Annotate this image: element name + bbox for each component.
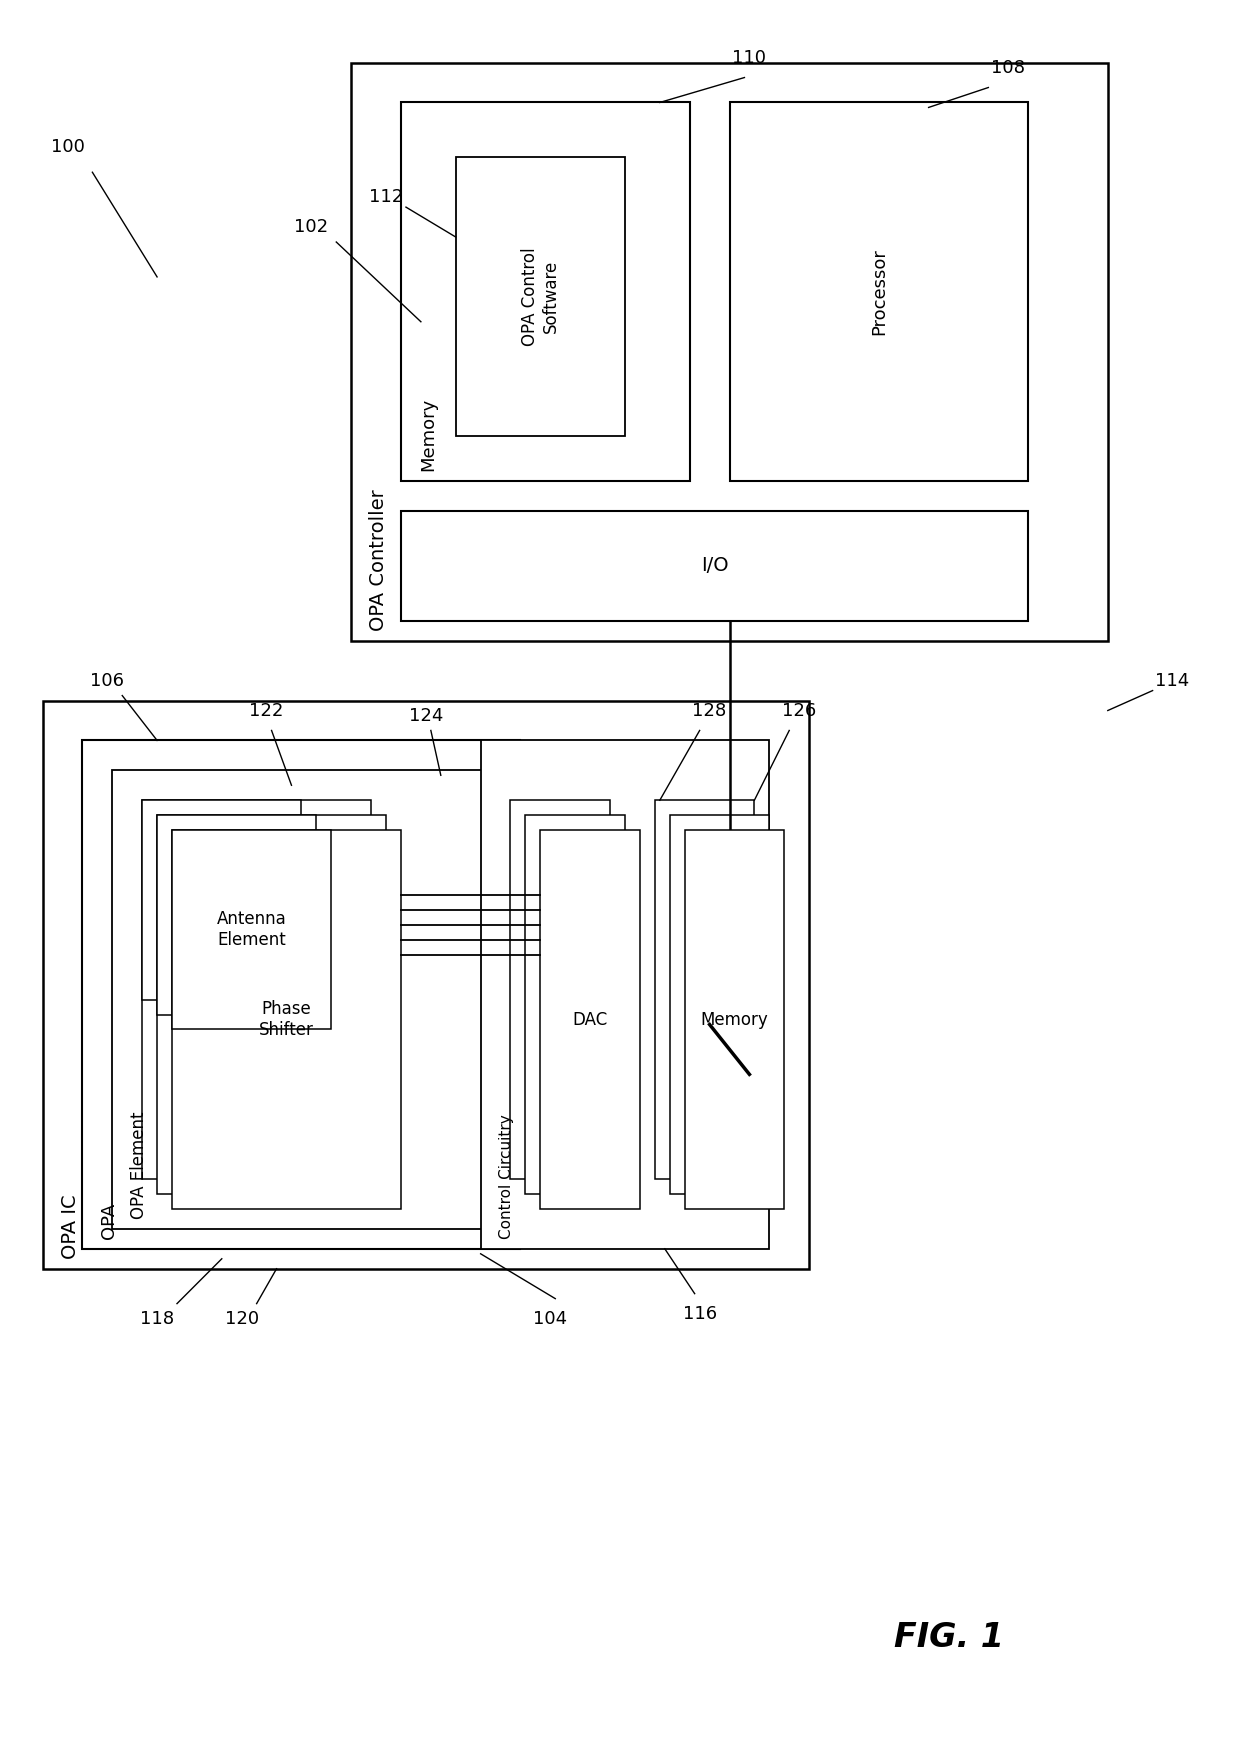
Bar (82, 740, 521, 1249)
Text: 108: 108 (991, 59, 1025, 77)
Bar (456, 157, 625, 436)
Text: DAC: DAC (573, 1010, 608, 1028)
Text: OPA Control
Software: OPA Control Software (521, 248, 559, 346)
Text: Memory: Memory (701, 1010, 769, 1028)
Text: I/O: I/O (701, 557, 728, 576)
Bar (481, 740, 769, 1249)
Text: Memory: Memory (419, 398, 436, 471)
Text: 126: 126 (782, 701, 816, 719)
Text: 122: 122 (249, 701, 284, 719)
Bar (729, 103, 1028, 482)
Text: 106: 106 (91, 672, 124, 689)
Text: 124: 124 (409, 707, 443, 724)
Text: 102: 102 (294, 218, 329, 236)
Bar (526, 815, 625, 1194)
Bar (143, 801, 301, 1000)
Text: 104: 104 (533, 1309, 568, 1328)
Bar (157, 815, 316, 1014)
Text: 116: 116 (682, 1305, 717, 1323)
Text: 110: 110 (733, 49, 766, 66)
Bar (655, 801, 754, 1180)
Bar (670, 815, 769, 1194)
Bar (541, 831, 640, 1209)
Text: 112: 112 (370, 188, 403, 206)
Bar (401, 103, 689, 482)
Bar (157, 815, 386, 1194)
Text: Antenna
Element: Antenna Element (217, 911, 286, 949)
Text: OPA: OPA (100, 1202, 118, 1239)
Bar (143, 801, 371, 1180)
Text: 120: 120 (224, 1309, 259, 1328)
Bar (684, 831, 784, 1209)
Bar (42, 700, 810, 1269)
Bar (113, 770, 511, 1228)
Text: Phase
Shifter: Phase Shifter (259, 1000, 314, 1038)
Bar (401, 511, 1028, 621)
Text: 114: 114 (1156, 672, 1189, 689)
Text: OPA IC: OPA IC (61, 1194, 79, 1258)
Text: 100: 100 (51, 138, 84, 157)
Bar (172, 831, 331, 1030)
Text: 128: 128 (692, 701, 727, 719)
Text: Processor: Processor (869, 248, 888, 335)
Text: OPA Controller: OPA Controller (370, 489, 388, 630)
Bar (511, 801, 610, 1180)
Text: FIG. 1: FIG. 1 (894, 1621, 1003, 1654)
Bar (351, 63, 1107, 640)
Text: OPA Element: OPA Element (130, 1112, 149, 1220)
Text: Control Circuitry: Control Circuitry (498, 1113, 513, 1239)
Bar (172, 831, 401, 1209)
Text: 118: 118 (140, 1309, 174, 1328)
